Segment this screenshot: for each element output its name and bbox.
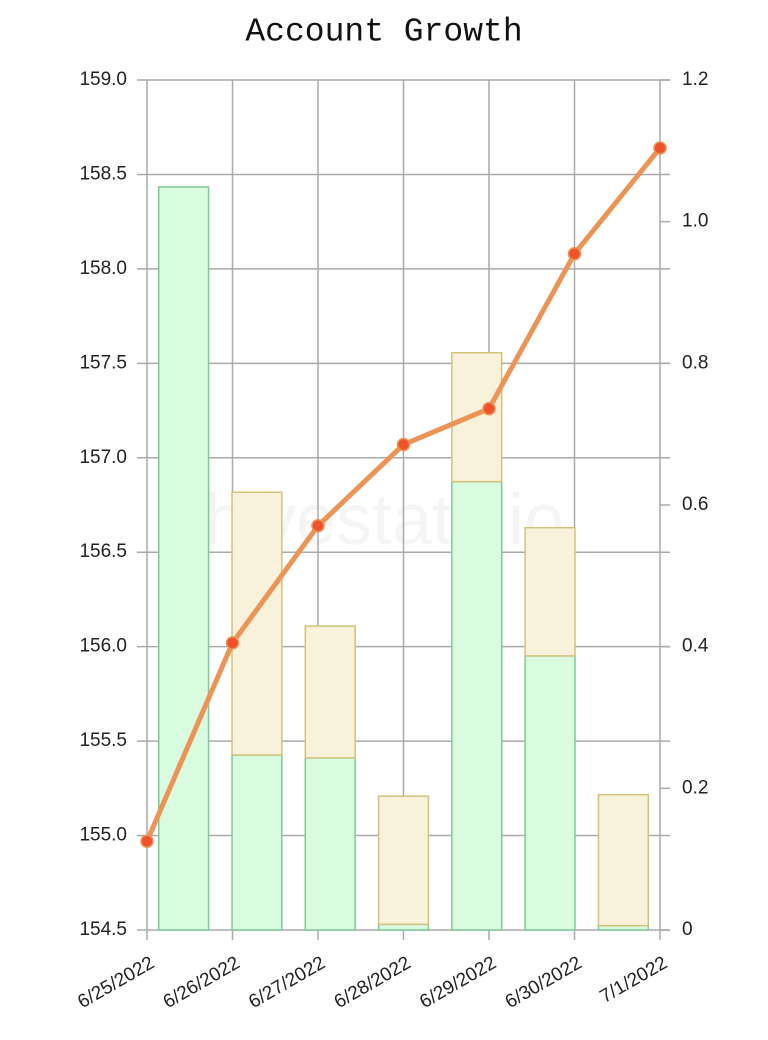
x-tick-label: 7/1/2022 [596,952,671,1007]
y2-tick-label: 1.2 [682,69,708,90]
y2-tick-label: 1.0 [682,211,708,232]
line-point [567,247,582,261]
x-tick-label: 6/29/2022 [416,952,500,1012]
chart-title: Account Growth [245,14,522,51]
line-point [140,834,154,848]
y2-tick-label: 0 [682,919,693,940]
y2-tick-label: 0.2 [682,777,708,798]
y2-tick-label: 0.8 [682,352,708,373]
bar [524,526,576,657]
x-tick-label: 6/25/2022 [74,952,158,1012]
bar [377,795,430,926]
line-point [311,519,325,533]
line-point [225,636,240,650]
x-tick-label: 6/28/2022 [331,952,415,1012]
line-point [482,401,496,416]
bar [377,923,430,931]
y-tick-label: 154.5 [79,919,127,940]
bar [451,351,503,483]
y2-tick-label: 0.4 [682,636,709,657]
y-tick-label: 157.0 [79,447,127,468]
x-tick-label: 6/27/2022 [245,952,329,1012]
y-tick-label: 158.0 [79,258,127,279]
bar [304,625,356,759]
bar [524,655,576,931]
y-tick-label: 158.5 [79,163,127,184]
line-point [396,437,411,452]
y-tick-label: 159.0 [79,69,127,90]
bar [597,793,650,927]
bar [304,757,356,931]
x-tick-label: 6/30/2022 [502,952,586,1012]
x-tick-label: 6/26/2022 [160,952,244,1012]
y-tick-label: 155.0 [79,825,127,846]
bar [157,186,210,931]
line-point [653,141,667,155]
y-tick-label: 156.0 [79,636,127,657]
y-tick-label: 156.5 [79,541,127,562]
bar [451,480,503,931]
bar [231,754,283,931]
y-tick-label: 155.5 [79,730,127,751]
y-tick-label: 157.5 [79,352,127,373]
y2-tick-label: 0.6 [682,494,708,515]
bar [231,491,283,756]
